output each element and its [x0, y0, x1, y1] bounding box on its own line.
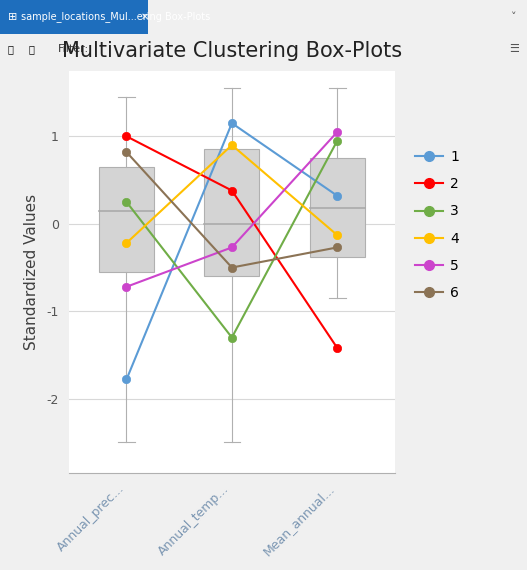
- Text: ⊞: ⊞: [8, 12, 17, 22]
- Text: 📊: 📊: [29, 44, 35, 54]
- Title: Multivariate Clustering Box-Plots: Multivariate Clustering Box-Plots: [62, 41, 402, 61]
- Text: sample_locations_Mul...ering Box-Plots: sample_locations_Mul...ering Box-Plots: [21, 11, 210, 22]
- FancyBboxPatch shape: [0, 0, 148, 34]
- Legend: 1, 2, 3, 4, 5, 6: 1, 2, 3, 4, 5, 6: [415, 150, 459, 300]
- Bar: [99, 167, 154, 272]
- Bar: [204, 149, 259, 276]
- Y-axis label: Standardized Values: Standardized Values: [24, 194, 40, 350]
- Bar: [310, 158, 365, 257]
- Text: ˅: ˅: [511, 12, 516, 22]
- Text: 📋: 📋: [8, 44, 14, 54]
- Text: Filter:: Filter:: [58, 44, 89, 54]
- Text: ✕: ✕: [141, 12, 149, 22]
- Text: ☰: ☰: [509, 44, 519, 54]
